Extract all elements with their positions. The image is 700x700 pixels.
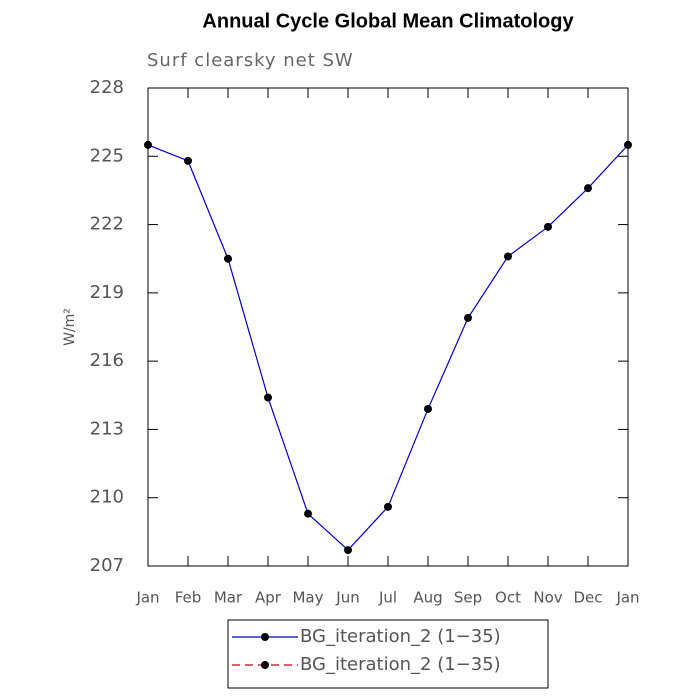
x-tick-label: Jan	[135, 589, 159, 607]
point	[224, 254, 232, 263]
x-tick-label: Jul	[378, 589, 397, 607]
x-tick-label: Aug	[413, 589, 442, 607]
point	[264, 393, 272, 402]
plot-frame	[147, 87, 629, 567]
x-tick-label: Nov	[533, 589, 562, 607]
y-tick-label: 228	[90, 77, 124, 98]
legend-box	[227, 619, 549, 689]
x-tick-label: Oct	[495, 589, 521, 607]
legend-marker	[261, 633, 269, 641]
x-tick-label: Dec	[573, 589, 602, 607]
x-tick-label: Apr	[255, 589, 282, 607]
x-tick-label: Sep	[454, 589, 482, 607]
point	[584, 184, 592, 193]
chart-title: Annual Cycle Global Mean Climatology	[202, 10, 574, 32]
point	[544, 222, 552, 231]
y-tick-label: 222	[90, 214, 124, 235]
y-axis-label: W/m²	[62, 308, 78, 346]
x-tick-label: May	[292, 589, 323, 607]
point	[144, 140, 152, 149]
y-tick-label: 219	[90, 282, 124, 303]
series-line	[147, 144, 629, 551]
y-tick-label: 213	[90, 418, 124, 439]
x-tick-label: Jun	[335, 589, 359, 607]
point	[464, 313, 472, 322]
point	[424, 404, 432, 413]
x-tick-label: Feb	[175, 589, 202, 607]
y-tick-label: 216	[90, 350, 124, 371]
subtitle: Surf clearsky net SW	[147, 50, 354, 71]
legend-marker	[261, 661, 269, 669]
y-tick-label: 210	[90, 487, 124, 508]
y-tick-label: 207	[90, 555, 124, 576]
x-tick-label: Jan	[615, 589, 639, 607]
point	[304, 509, 312, 518]
x-tick-label: Mar	[214, 589, 243, 607]
legend-label: BG_iteration_2 (1−35)	[300, 626, 501, 647]
point	[624, 140, 632, 149]
y-tick-label: 225	[90, 145, 124, 166]
point	[344, 546, 352, 555]
point	[504, 252, 512, 261]
legend-label: BG_iteration_2 (1−35)	[300, 654, 501, 675]
point	[384, 502, 392, 511]
point	[184, 156, 192, 165]
